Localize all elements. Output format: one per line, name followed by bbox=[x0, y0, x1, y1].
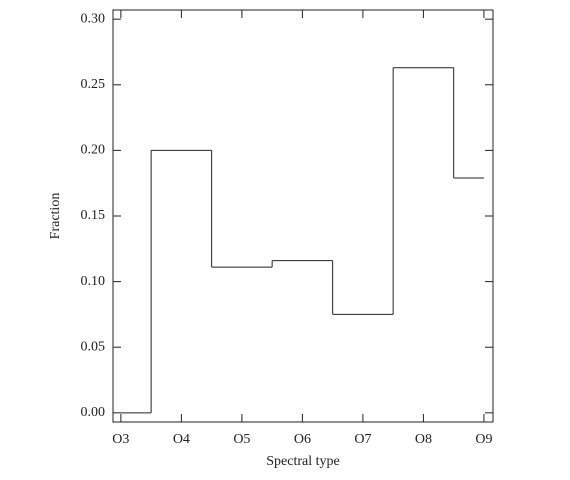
x-tick-label: O9 bbox=[475, 432, 492, 447]
y-tick-label: 0.15 bbox=[81, 208, 106, 223]
x-tick-label: O8 bbox=[415, 432, 432, 447]
y-tick-label: 0.05 bbox=[81, 339, 106, 354]
plot-frame bbox=[112, 9, 494, 423]
y-tick-label: 0.10 bbox=[81, 274, 106, 289]
y-tick-label: 0.25 bbox=[81, 77, 106, 92]
x-tick-label: O5 bbox=[233, 432, 250, 447]
y-tick-label: 0.30 bbox=[81, 11, 106, 26]
x-tick-label: O7 bbox=[354, 432, 371, 447]
y-tick-label: 0.00 bbox=[81, 405, 106, 420]
y-axis-label: Fraction bbox=[48, 193, 63, 240]
x-tick-label: O3 bbox=[112, 432, 129, 447]
x-tick-label: O6 bbox=[294, 432, 311, 447]
x-axis-label: Spectral type bbox=[266, 454, 339, 469]
y-tick-label: 0.20 bbox=[81, 143, 106, 158]
x-tick-label: O4 bbox=[173, 432, 190, 447]
